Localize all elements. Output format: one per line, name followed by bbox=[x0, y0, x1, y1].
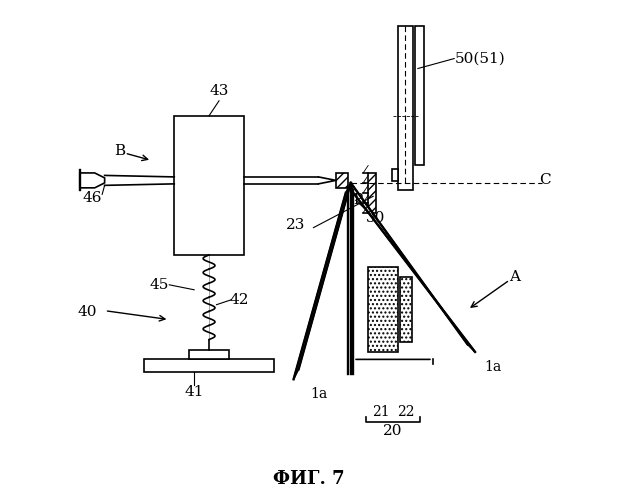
Text: 43: 43 bbox=[209, 84, 229, 98]
Text: 1a: 1a bbox=[310, 387, 327, 401]
Polygon shape bbox=[294, 183, 350, 380]
Text: 50(51): 50(51) bbox=[455, 52, 506, 66]
Text: 21: 21 bbox=[372, 404, 389, 418]
Bar bbox=[368, 268, 398, 352]
Polygon shape bbox=[350, 183, 475, 352]
Text: 42: 42 bbox=[229, 292, 249, 306]
Text: ФИГ. 7: ФИГ. 7 bbox=[273, 470, 344, 488]
Bar bbox=[400, 278, 412, 342]
Text: 23: 23 bbox=[286, 218, 306, 232]
Text: 45: 45 bbox=[150, 278, 169, 292]
Text: 30: 30 bbox=[366, 210, 385, 224]
Text: C: C bbox=[539, 174, 550, 188]
Bar bbox=[174, 116, 244, 255]
Text: P: P bbox=[354, 194, 363, 207]
Text: 20: 20 bbox=[383, 424, 403, 438]
Text: 41: 41 bbox=[184, 384, 204, 398]
Text: B: B bbox=[114, 144, 125, 158]
Bar bbox=[189, 350, 229, 360]
Bar bbox=[368, 173, 376, 212]
Bar bbox=[336, 173, 348, 188]
Bar bbox=[144, 360, 274, 372]
Bar bbox=[415, 26, 424, 166]
Text: 46: 46 bbox=[83, 191, 102, 205]
Bar bbox=[398, 26, 413, 190]
Polygon shape bbox=[80, 173, 105, 188]
Text: 22: 22 bbox=[397, 404, 414, 418]
Text: A: A bbox=[510, 270, 520, 284]
Bar bbox=[392, 170, 398, 181]
Text: 1a: 1a bbox=[484, 360, 501, 374]
Text: 40: 40 bbox=[78, 305, 97, 319]
